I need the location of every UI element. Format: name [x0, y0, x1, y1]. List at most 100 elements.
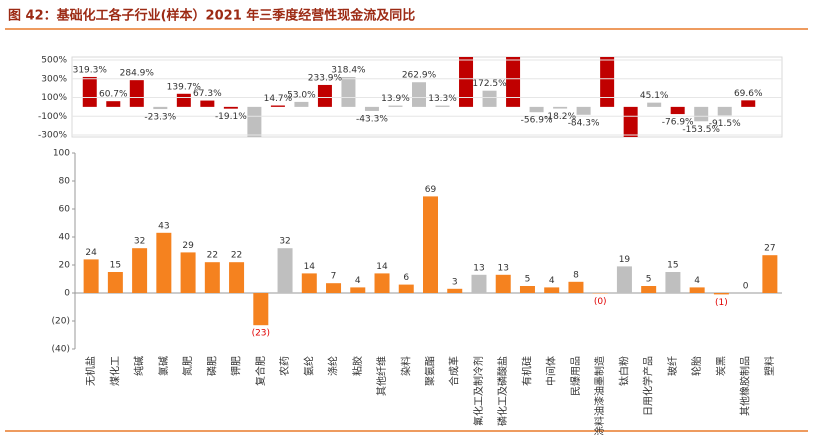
- value-label: -84.3%: [568, 118, 600, 128]
- value-label: 172.5%: [472, 79, 507, 89]
- bar: [153, 107, 167, 109]
- value-label: 60.7%: [99, 90, 128, 100]
- bar: [447, 289, 462, 293]
- bar: [496, 275, 511, 293]
- bar: [350, 287, 365, 293]
- x-tick-label: 涤纶: [327, 356, 340, 376]
- value-label: 22: [231, 251, 242, 261]
- value-label: -19.1%: [215, 112, 247, 122]
- x-tick-label: 合成革: [448, 356, 461, 386]
- value-label: 7: [331, 272, 337, 282]
- bar: [181, 252, 196, 293]
- bar: [177, 94, 191, 107]
- bar: [520, 286, 535, 293]
- value-label: 19: [619, 255, 631, 265]
- bar: [624, 107, 638, 146]
- value-label: 5: [646, 275, 652, 285]
- value-label: 8: [573, 270, 579, 280]
- y-tick-label: (20): [52, 317, 70, 327]
- value-label: 14: [376, 262, 388, 272]
- value-label: 262.9%: [402, 71, 437, 81]
- bar: [341, 77, 355, 107]
- value-label: 318.4%: [331, 66, 366, 76]
- value-label: 15: [110, 261, 121, 271]
- x-tick-label: 钾肥: [230, 356, 243, 376]
- value-label: 53.0%: [287, 90, 316, 100]
- value-label: 4: [355, 276, 361, 286]
- value-label: 14: [304, 262, 316, 272]
- bar: [318, 85, 332, 107]
- bar: [326, 283, 341, 293]
- x-tick-label: 氯碱: [157, 356, 170, 376]
- y-tick-label: -300%: [38, 131, 67, 141]
- value-label: 5: [525, 275, 531, 285]
- value-label: -23.3%: [144, 113, 176, 123]
- value-label: (0): [594, 297, 607, 307]
- bar: [741, 100, 755, 107]
- bar: [568, 282, 583, 293]
- bar: [106, 101, 120, 107]
- bar: [423, 196, 438, 293]
- bar: [483, 91, 497, 107]
- bar: [130, 80, 144, 107]
- x-tick-label: 氟化工及制冷剂: [472, 356, 485, 426]
- bar: [690, 287, 705, 293]
- x-tick-label: 磷肥: [205, 356, 218, 376]
- value-label: 6: [403, 273, 409, 283]
- y-tick-label: 80: [59, 177, 71, 187]
- x-tick-label: 有机硅: [520, 356, 533, 386]
- bar: [229, 262, 244, 293]
- x-tick-label: 日用化学产品: [642, 356, 655, 416]
- bar: [205, 262, 220, 293]
- x-tick-label: 聚氨酯: [424, 356, 437, 386]
- value-label: 69: [425, 185, 437, 195]
- bar: [302, 273, 317, 293]
- bar: [200, 101, 214, 107]
- bar: [436, 106, 450, 107]
- x-tick-label: 磷化工及磷酸盐: [496, 356, 509, 426]
- value-label: 24: [85, 248, 97, 258]
- x-tick-label: 煤化工: [108, 356, 121, 386]
- value-label: 13.3%: [428, 94, 457, 104]
- bar: [294, 102, 308, 107]
- y-tick-label: 0: [64, 289, 70, 299]
- bar: [412, 82, 426, 107]
- value-label: 4: [694, 276, 700, 286]
- bar: [471, 275, 486, 293]
- bar: [84, 259, 99, 293]
- bar: [665, 272, 680, 293]
- bar: [647, 103, 661, 107]
- bar: [365, 107, 379, 111]
- value-label: 27: [764, 244, 775, 254]
- bar: [671, 107, 685, 114]
- value-label: 319.3%: [73, 65, 108, 75]
- value-label: 13.9%: [381, 94, 410, 104]
- y-tick-label: 500%: [41, 56, 67, 66]
- bar: [399, 285, 414, 293]
- value-label: 3: [452, 277, 458, 287]
- value-label: 13: [473, 263, 484, 273]
- value-label: 45.1%: [640, 91, 669, 101]
- bar: [714, 293, 729, 294]
- y-tick-label: 100: [53, 149, 70, 159]
- bar: [762, 255, 777, 293]
- value-label: 29: [182, 241, 194, 251]
- x-tick-label: 中间体: [545, 356, 558, 386]
- y-tick-label: 60: [59, 205, 71, 215]
- value-label: 32: [279, 237, 290, 247]
- x-tick-label: 无机盐: [84, 356, 97, 386]
- y-tick-label: 100%: [41, 93, 67, 103]
- y-tick-label: 40: [59, 233, 71, 243]
- bar: [108, 272, 123, 293]
- bar: [641, 286, 656, 293]
- y-tick-label: 20: [59, 261, 71, 271]
- x-tick-label: 氨纶: [302, 356, 315, 376]
- x-tick-label: 钛白粉: [617, 356, 630, 386]
- value-label: 13: [497, 263, 508, 273]
- x-tick-label: 民爆用品: [570, 356, 582, 396]
- x-tick-label: 玻纤: [666, 356, 679, 376]
- value-label: 4: [549, 276, 555, 286]
- bar: [694, 107, 708, 121]
- chart-title: 图 42：基础化工各子行业(样本）2021 年三季度经营性现金流及同比: [8, 8, 415, 24]
- x-tick-label: 轮胎: [690, 356, 703, 376]
